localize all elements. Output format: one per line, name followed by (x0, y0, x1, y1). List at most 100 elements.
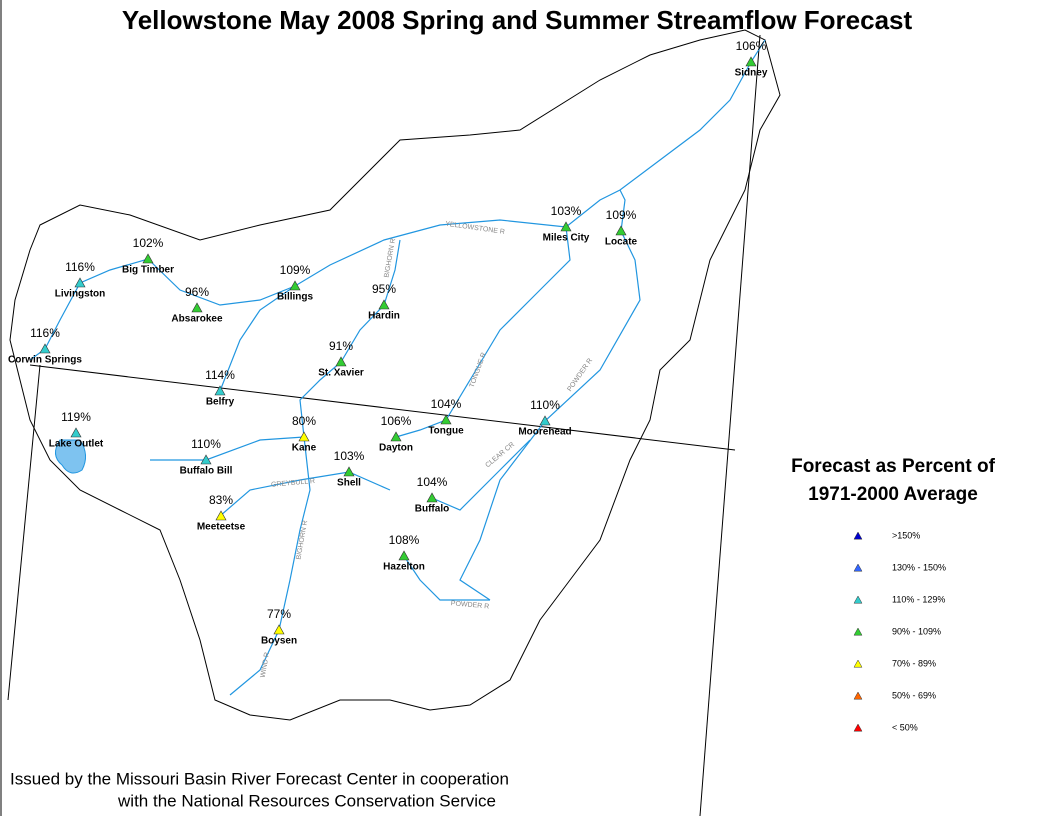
station-name: Moorehead (518, 427, 571, 438)
station-percent: 116% (65, 260, 95, 274)
legend-swatch (853, 723, 863, 732)
station-name: Billings (277, 292, 314, 303)
station-name: Tongue (428, 426, 464, 437)
station-percent: 108% (389, 533, 420, 547)
station-name: St. Xavier (318, 368, 364, 379)
title: Yellowstone May 2008 Spring and Summer S… (122, 5, 913, 35)
station-marker (215, 510, 227, 521)
station-percent: 104% (417, 475, 448, 489)
station-percent: 83% (209, 493, 233, 507)
station-percent: 102% (133, 236, 164, 250)
station-marker (200, 454, 212, 465)
station-percent: 77% (267, 607, 291, 621)
station-name: Buffalo (415, 504, 449, 515)
legend-title: 1971-2000 Average (808, 484, 978, 505)
station-name: Boysen (261, 636, 297, 647)
station-marker (745, 56, 757, 67)
station-name: Hardin (368, 311, 400, 322)
basin-outline (9, 29, 781, 721)
station-marker (378, 299, 390, 310)
station-percent: 109% (280, 263, 311, 277)
station-percent: 95% (372, 282, 396, 296)
station-marker (398, 550, 410, 561)
station-name: Dayton (379, 443, 413, 454)
station-percent: 114% (205, 368, 235, 382)
legend-title: Forecast as Percent of (791, 456, 995, 477)
station-marker (426, 492, 438, 503)
station-percent: 110% (530, 398, 560, 412)
legend-label: 130% - 150% (892, 562, 946, 572)
station-marker (615, 225, 627, 236)
station-name: Shell (337, 478, 361, 489)
station-marker (191, 302, 203, 313)
station-marker (560, 221, 572, 232)
station-marker (289, 280, 301, 291)
river-label: GREYBULL R (271, 478, 316, 489)
rivers (29, 39, 766, 696)
river (403, 555, 490, 601)
station-name: Sidney (735, 68, 768, 79)
footer-line: Issued by the Missouri Basin River Forec… (10, 769, 509, 788)
station-percent: 103% (551, 204, 582, 218)
river (278, 239, 401, 631)
river (219, 471, 391, 517)
river (431, 439, 531, 511)
legend-swatch (853, 627, 863, 636)
station-percent: 104% (431, 397, 462, 411)
river (219, 285, 296, 392)
legend-label: 110% - 129% (892, 594, 945, 604)
station-percent: 91% (329, 339, 353, 353)
legend-swatch (853, 691, 863, 700)
station-name: Hazelton (383, 562, 425, 573)
legend-label: 70% - 89% (892, 658, 936, 668)
station-name: Meeteetse (197, 522, 246, 533)
river-label: TONGUE R (469, 352, 488, 389)
legend: Forecast as Percent of 1971-2000 Average >… (791, 456, 995, 732)
station-marker (142, 253, 154, 264)
station-name: Livingston (55, 289, 106, 300)
legend-label: 50% - 69% (892, 690, 936, 700)
river-label: POWDER R (450, 600, 489, 610)
river-label: BIGHORN R (383, 238, 397, 278)
station-marker (273, 624, 285, 635)
station-percent: 110% (191, 437, 221, 451)
station-percent: 109% (606, 208, 637, 222)
river-label: YELLOWSTONE R (445, 221, 506, 236)
station-percent: 80% (292, 414, 316, 428)
legend-label: < 50% (892, 722, 918, 732)
river (150, 436, 305, 461)
river (459, 189, 641, 601)
river (29, 39, 766, 361)
station-name: Absarokee (171, 314, 223, 325)
station-marker (70, 427, 82, 438)
legend-label: 90% - 109% (892, 626, 941, 636)
station-percent: 116% (30, 326, 60, 340)
station-name: Miles City (543, 233, 590, 244)
station-name: Corwin Springs (8, 355, 82, 366)
station-percent: 106% (736, 39, 767, 53)
station-marker (343, 466, 355, 477)
station-marker (39, 343, 51, 354)
station-percent: 119% (61, 410, 91, 424)
station-name: Lake Outlet (49, 439, 104, 450)
lake (55, 439, 86, 474)
station-marker (440, 414, 452, 425)
station-marker (214, 385, 226, 396)
state-border (699, 34, 761, 816)
river-label: WIND R (260, 652, 271, 678)
river (395, 226, 571, 438)
station-marker (335, 356, 347, 367)
legend-swatch (853, 531, 863, 540)
station-marker (390, 431, 402, 442)
river (229, 629, 280, 696)
station-name: Big Timber (122, 265, 174, 276)
station-marker (74, 277, 86, 288)
legend-swatch (853, 595, 863, 604)
station-percent: 106% (381, 414, 412, 428)
legend-label: >150% (892, 530, 920, 540)
state-border (29, 364, 736, 451)
station-name: Kane (292, 443, 317, 454)
station-marker (539, 415, 551, 426)
station-marker (298, 431, 310, 442)
